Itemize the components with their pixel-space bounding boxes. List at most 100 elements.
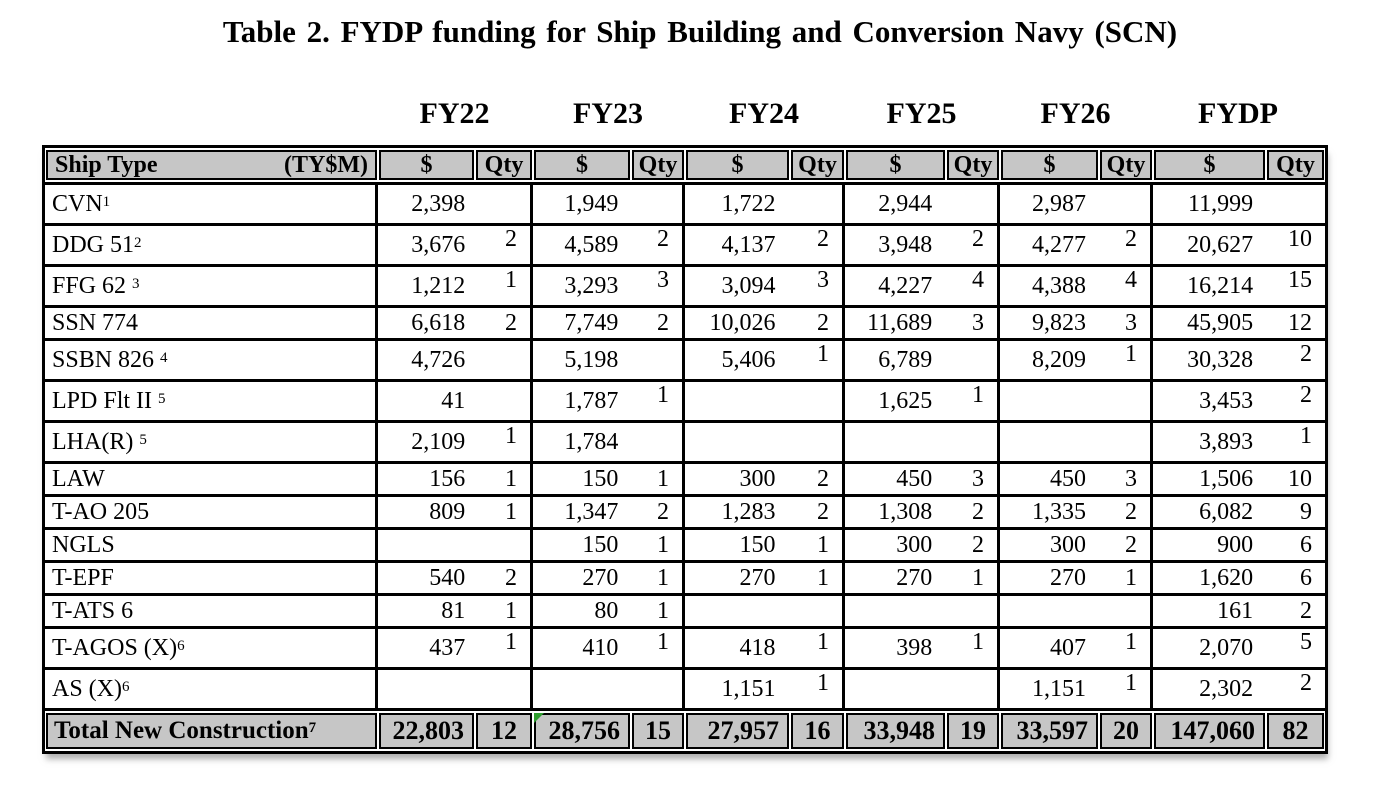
- qty-value: 1: [816, 531, 829, 558]
- qty-value: 2: [816, 465, 829, 492]
- fy-value-cell: 900 6: [1153, 530, 1325, 560]
- qty-value: 2: [971, 531, 984, 558]
- total-qty-value: 16: [804, 716, 831, 745]
- fy-value-cell: [685, 596, 845, 626]
- qty-value: 4: [971, 267, 984, 293]
- ship-name: T-ATS 6: [52, 597, 134, 624]
- qty-value: 1: [656, 531, 669, 558]
- dollar-value: 6,789: [878, 346, 933, 373]
- fy-value-cell: 2,987: [1000, 185, 1153, 223]
- qty-value: 2: [816, 309, 829, 336]
- dollar-value: 1,151: [1032, 675, 1086, 702]
- dollar-value: 11,999: [1187, 190, 1254, 217]
- fy-value-cell: 1,151 1: [685, 670, 845, 708]
- fy-value-cell: 4,277 2: [1000, 226, 1153, 264]
- qty-value: 3: [1125, 465, 1137, 492]
- fy-value-cell: 270 1: [685, 563, 845, 593]
- fy-value-cell: 410 1: [533, 629, 685, 667]
- dollar-value: 5,198: [564, 346, 619, 373]
- ship-name: SSN 774: [52, 309, 139, 336]
- qty-value: 1: [1125, 341, 1137, 367]
- fy-value-cell: 30,328 2: [1153, 341, 1325, 379]
- qty-value: 2: [656, 498, 669, 525]
- total-dollar-fy26: 33,597: [1001, 713, 1098, 749]
- qty-value: 1: [1125, 629, 1137, 655]
- column-header-row: Ship Type (TY$M) $ Qty $ Qty $ Qty $ Qty $ Qty $ Qty: [45, 148, 1325, 185]
- ship-name: T-EPF: [52, 564, 114, 591]
- ship-type-header-cell: Ship Type (TY$M): [46, 150, 377, 180]
- fy-value-cell: [378, 670, 533, 708]
- dollar-value: 1,335: [1032, 498, 1086, 525]
- total-qty-fy24: 16: [791, 713, 844, 749]
- dollar-value: 437: [429, 634, 466, 661]
- dollar-value: 300: [739, 465, 776, 492]
- ship-type-cell: LAW: [45, 464, 378, 494]
- ship-name: LAW: [52, 465, 105, 492]
- qty-value: 2: [1299, 670, 1312, 696]
- year-header-fy24: FY24: [729, 97, 799, 130]
- fy-value-cell: 3,893 1: [1153, 423, 1325, 461]
- dollar-value: 45,905: [1187, 309, 1254, 336]
- fy-value-cell: 437 1: [378, 629, 533, 667]
- dollar-value: 4,277: [1032, 231, 1086, 258]
- fy-value-cell: 16,214 15: [1153, 267, 1325, 305]
- qty-value: 1: [816, 341, 829, 367]
- dollar-value: 1,784: [564, 428, 619, 455]
- fy-value-cell: 5,406 1: [685, 341, 845, 379]
- qty-value: 1: [504, 423, 517, 449]
- table-title: Table 2. FYDP funding for Ship Building …: [222, 14, 1178, 49]
- dollar-value: 418: [739, 634, 776, 661]
- fy-value-cell: 4,589 2: [533, 226, 685, 264]
- fy-value-cell: 10,026 2: [685, 308, 845, 338]
- fy-value-cell: 398 1: [845, 629, 1000, 667]
- fy-value-cell: [685, 382, 845, 420]
- qty-value: 6: [1299, 564, 1312, 591]
- table-row: T-ATS 6 81 1 80 1 161 2: [45, 596, 1325, 629]
- ship-type-cell: SSBN 826 4: [45, 341, 378, 379]
- year-header-row: FY22 FY23 FY24 FY25 FY26 FYDP: [44, 93, 1324, 135]
- fy-value-cell: 2,109 1: [378, 423, 533, 461]
- qty-value: 1: [656, 629, 669, 655]
- fy-value-cell: 300 2: [845, 530, 1000, 560]
- total-qty-fy26: 20: [1100, 713, 1152, 749]
- ship-name: T-AGOS (X): [52, 634, 178, 661]
- qty-value: 9: [1299, 498, 1312, 525]
- dollar-value: 9,823: [1032, 309, 1086, 336]
- dollar-value: 410: [582, 634, 619, 661]
- dollar-value: 3,293: [564, 272, 619, 299]
- qty-value: 2: [1299, 382, 1312, 408]
- fy-value-cell: 2,302 2: [1153, 670, 1325, 708]
- fy-value-cell: 4,137 2: [685, 226, 845, 264]
- fy-value-cell: 2,398: [378, 185, 533, 223]
- fy-value-cell: [845, 423, 1000, 461]
- fy-row-spacer: [44, 93, 377, 135]
- qty-value: 1: [504, 465, 517, 492]
- dollar-value: 270: [896, 564, 933, 591]
- total-dollar-value: 147,060: [1170, 716, 1256, 745]
- total-dollar-value: 33,597: [1016, 716, 1089, 745]
- dollar-value: 4,227: [878, 272, 933, 299]
- dollar-value: 2,944: [878, 190, 933, 217]
- dollar-value: 1,151: [721, 675, 776, 702]
- ship-type-cell: AS (X) 6: [45, 670, 378, 708]
- fy-value-cell: 20,627 10: [1153, 226, 1325, 264]
- ship-name: T-AO 205: [52, 498, 150, 525]
- dollar-value: 4,137: [721, 231, 776, 258]
- fy-value-cell: 270 1: [845, 563, 1000, 593]
- qty-value: 1: [504, 597, 517, 624]
- qty-value: 1: [656, 597, 669, 624]
- fy-value-cell: [378, 530, 533, 560]
- qty-value: 1: [1125, 564, 1137, 591]
- qty-value: 2: [816, 498, 829, 525]
- dollar-value: 300: [1050, 531, 1086, 558]
- dollar-value: 2,398: [411, 190, 466, 217]
- dollar-header-fy22: $: [379, 150, 474, 180]
- fydp-funding-table: Ship Type (TY$M) $ Qty $ Qty $ Qty $ Qty $ Qty $ Qty …: [42, 145, 1328, 754]
- qty-value: 3: [971, 465, 984, 492]
- total-dollar-fy24: 27,957: [686, 713, 789, 749]
- dollar-value: 81: [441, 597, 466, 624]
- fy-value-cell: 3,948 2: [845, 226, 1000, 264]
- fy-value-cell: [1000, 423, 1153, 461]
- dollar-value: 1,347: [564, 498, 619, 525]
- table-row: LPD Flt II 5 41 1,787 1 1,625 1 3,453 2: [45, 382, 1325, 423]
